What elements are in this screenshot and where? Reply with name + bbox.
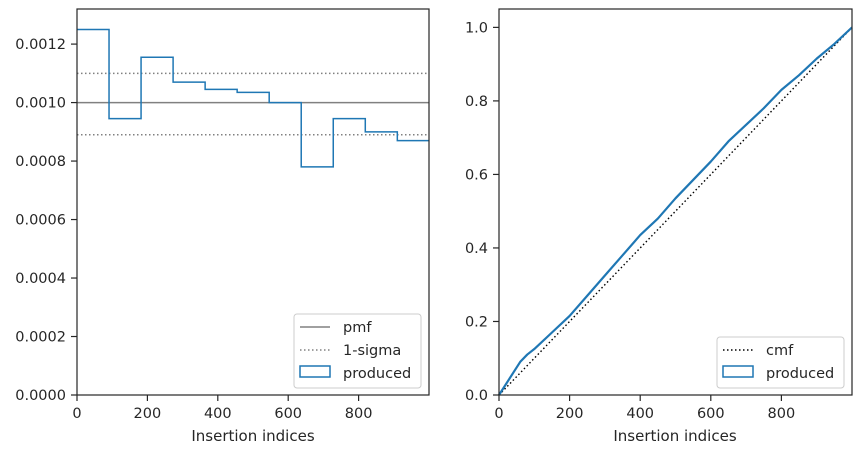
y-tick-label: 0.8 xyxy=(465,94,488,110)
y-tick-label: 0.0012 xyxy=(15,37,66,53)
y-tick-label: 0.2 xyxy=(465,314,488,330)
legend-produced-label: produced xyxy=(766,366,834,382)
y-tick-label: 0.0010 xyxy=(15,96,66,112)
plot-frame xyxy=(76,8,430,396)
x-tick-label: 600 xyxy=(274,406,302,422)
y-tick-label: 0.0006 xyxy=(15,213,66,229)
legend-cmf-label: cmf xyxy=(766,343,794,359)
x-tick-label: 800 xyxy=(345,406,373,422)
plot-area xyxy=(499,9,852,395)
x-axis-ticks: 0 200 400 600 800 xyxy=(494,395,795,422)
y-tick-label: 0.0004 xyxy=(15,271,66,287)
y-tick-label: 1.0 xyxy=(465,20,488,36)
y-tick-label: 0.0008 xyxy=(15,154,66,170)
y-axis-ticks: 0.0000 0.0002 0.0004 0.0006 0.0008 0.0010 0.00… xyxy=(15,37,77,404)
x-tick-label: 400 xyxy=(626,406,654,422)
x-tick-label: 0 xyxy=(494,406,503,422)
cmf-chart: 0 200 400 600 800 0.0 0.2 0.4 0.6 0.8 1.0 Inserti… xyxy=(465,8,853,445)
x-tick-label: 200 xyxy=(556,406,584,422)
legend-box xyxy=(293,313,422,389)
legend-produced-patch xyxy=(722,365,754,378)
y-tick-label: 0.4 xyxy=(465,241,488,257)
x-axis-label: Insertion indices xyxy=(613,427,736,445)
y-axis-ticks: 0.0 0.2 0.4 0.6 0.8 1.0 xyxy=(465,20,499,404)
x-axis-ticks: 0 200 400 600 800 xyxy=(72,395,372,422)
y-tick-label: 0.0 xyxy=(465,388,488,404)
x-tick-label: 400 xyxy=(204,406,232,422)
y-tick-label: 0.0000 xyxy=(15,388,66,404)
legend: cmf produced xyxy=(716,336,845,389)
legend-box xyxy=(716,336,845,389)
produced-cumulative-line xyxy=(498,26,853,396)
legend-produced-label: produced xyxy=(343,366,411,382)
cmf-line xyxy=(498,26,853,396)
x-tick-label: 600 xyxy=(697,406,725,422)
produced-histogram-step xyxy=(77,28,429,168)
legend-pmf-label: pmf xyxy=(343,320,372,336)
y-tick-label: 0.0002 xyxy=(15,330,66,346)
x-axis-label: Insertion indices xyxy=(191,427,314,445)
plot-frame xyxy=(498,8,853,396)
legend-1-sigma-label: 1-sigma xyxy=(343,343,401,359)
reference-lines xyxy=(77,72,429,136)
x-tick-label: 0 xyxy=(72,406,81,422)
legend-produced-patch xyxy=(299,365,331,378)
x-tick-label: 800 xyxy=(768,406,796,422)
y-tick-label: 0.6 xyxy=(465,167,488,183)
legend: pmf 1-sigma produced xyxy=(293,313,422,389)
x-tick-label: 200 xyxy=(134,406,162,422)
pmf-histogram-chart: 0 200 400 600 800 0.00000.00020.00040.00060.… xyxy=(15,8,430,445)
